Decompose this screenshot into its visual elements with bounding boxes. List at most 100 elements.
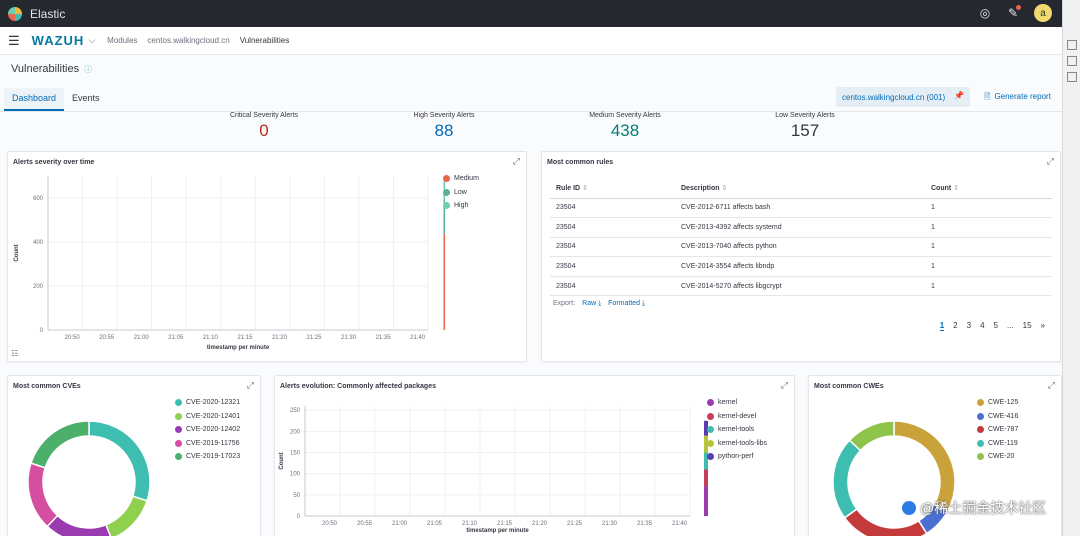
page-link[interactable]: 1	[939, 321, 945, 331]
legend-label: CWE-119	[988, 439, 1018, 447]
strip-icon[interactable]	[1067, 72, 1077, 82]
stat-value[interactable]: 88	[434, 121, 454, 140]
page-link[interactable]: 4	[980, 321, 985, 330]
legend-item[interactable]: Medium	[443, 175, 479, 182]
expand-icon[interactable]: ⤢	[1047, 380, 1055, 390]
legend-item[interactable]: CVE-2020-12321	[175, 399, 240, 406]
stat-critical: Critical Severity Alerts 0	[204, 112, 324, 141]
hamburger-menu-icon[interactable]: ☰	[8, 32, 20, 48]
expand-icon[interactable]: ⤢	[246, 380, 254, 390]
tab-bar: Dashboard Events	[4, 88, 108, 111]
legend-item[interactable]: CWE-416	[977, 412, 1018, 420]
table-row[interactable]: 23504 CVE-2014-3554 affects libndp 1	[550, 256, 1052, 277]
page-link[interactable]: ...	[1006, 321, 1014, 330]
legend-label: CVE-2019-11756	[186, 439, 240, 447]
stat-value[interactable]: 438	[610, 121, 640, 140]
legend-item[interactable]: CWE-125	[977, 399, 1018, 406]
table-row[interactable]: 23504 CVE-2012-6711 affects bash 1	[550, 198, 1052, 219]
bar-segment	[443, 233, 446, 330]
table-cell-count: 1	[925, 256, 1052, 277]
legend-item[interactable]: CWE-20	[977, 453, 1014, 460]
watermark: @稀土掘金技术社区	[902, 498, 1046, 518]
export-raw-link[interactable]: Raw ⤓	[582, 300, 601, 307]
column-label: Description	[681, 185, 720, 193]
stat-value[interactable]: 0	[259, 121, 269, 140]
legend-item[interactable]: python-perf	[707, 453, 753, 460]
legend-label: CWE-20	[988, 453, 1015, 460]
legend-label: CVE-2020-12321	[186, 399, 241, 406]
stat-value[interactable]: 157	[790, 121, 820, 140]
elastic-logo-icon[interactable]	[8, 6, 22, 21]
donut-slice	[27, 462, 59, 528]
table-row[interactable]: 23504 CVE-2014-5270 affects libgcrypt 1	[550, 276, 1052, 297]
expand-icon[interactable]: ⤢	[780, 380, 788, 390]
export-formatted-link[interactable]: Formatted ⤓	[608, 300, 645, 307]
legend-label: CWE-787	[988, 426, 1019, 433]
legend-swatch	[707, 399, 714, 406]
pin-icon[interactable]: 📌	[954, 91, 964, 100]
legend-item[interactable]: CVE-2019-17023	[175, 453, 240, 460]
legend-item[interactable]: High	[443, 202, 468, 209]
panel-most-common-rules: Most common rules ⤢ Rule ID ⇕ Description…	[541, 151, 1061, 362]
column-header-rule-id[interactable]: Rule ID ⇕	[550, 179, 675, 199]
y-axis-label: Count	[14, 244, 20, 261]
legend-item[interactable]: kernel-devel	[707, 412, 756, 420]
donut-slice	[30, 420, 90, 469]
expand-icon[interactable]: ⤢	[512, 156, 520, 166]
sort-icon[interactable]: ⇕	[721, 185, 728, 193]
x-tick-label: 21:05	[168, 335, 184, 341]
help-icon[interactable]: ◎	[979, 6, 991, 20]
legend-item[interactable]: kernel-tools-libs	[707, 439, 767, 447]
info-icon[interactable]: ⓘ	[84, 65, 93, 74]
bar-segment	[704, 452, 708, 470]
chevron-down-icon[interactable]: ⌵	[88, 35, 96, 45]
wazuh-logo[interactable]: WAZUH	[31, 33, 85, 48]
legend-item[interactable]: CVE-2020-12402	[175, 426, 240, 433]
top-bar-actions: ◎ ✎ a	[978, 4, 1052, 22]
column-header-description[interactable]: Description ⇕	[675, 179, 925, 199]
panel-title: Most common CWEs	[814, 383, 884, 390]
page-title: Vulnerabilities ⓘ	[11, 63, 92, 75]
y-tick-label: 100	[290, 472, 301, 478]
legend-item[interactable]: CWE-119	[977, 439, 1018, 447]
legend-item[interactable]: CVE-2020-12401	[175, 412, 240, 420]
page-link[interactable]: 3	[966, 321, 972, 330]
sort-icon[interactable]: ⇕	[953, 185, 960, 193]
x-tick-label: 21:35	[637, 521, 653, 527]
legend-item[interactable]: Low	[443, 188, 467, 196]
page-link[interactable]: 2	[953, 321, 958, 330]
tab-dashboard[interactable]: Dashboard	[4, 88, 65, 111]
page-link[interactable]: 5	[993, 321, 998, 330]
legend-item[interactable]: kernel-tools	[707, 426, 754, 433]
x-tick-label: 21:25	[306, 335, 322, 341]
generate-report-button[interactable]: 🗎 Generate report	[984, 91, 1051, 105]
legend-label: CVE-2020-12402	[186, 426, 241, 433]
donut-slice	[832, 439, 862, 519]
breadcrumb-modules[interactable]: Modules	[107, 36, 138, 45]
sort-icon[interactable]: ⇕	[582, 185, 588, 193]
legend-item[interactable]: CWE-787	[977, 426, 1018, 433]
strip-icon[interactable]	[1067, 56, 1077, 66]
column-header-count[interactable]: Count ⇕	[925, 179, 1052, 199]
table-row[interactable]: 23504 CVE-2013-4392 affects systemd 1	[550, 217, 1052, 238]
avatar[interactable]: a	[1034, 4, 1052, 22]
page-link[interactable]: 15	[1022, 321, 1032, 330]
y-tick-label: 400	[33, 240, 44, 246]
y-tick-label: 0	[40, 328, 44, 334]
legend-item[interactable]: CVE-2019-11756	[175, 439, 240, 447]
download-icon: ⤓	[598, 300, 602, 307]
expand-icon[interactable]: ⤢	[1046, 156, 1054, 166]
page-link[interactable]: »	[1040, 321, 1045, 330]
legend-toggle-icon[interactable]: ☷	[11, 349, 19, 358]
y-tick-label: 250	[290, 408, 301, 414]
legend-item[interactable]: kernel	[707, 399, 737, 406]
tab-events[interactable]: Events	[72, 93, 100, 103]
panel-alerts-severity: Alerts severity over time ⤢ 0 200 400 600 20…	[7, 151, 527, 362]
newsfeed-icon[interactable]: ✎	[1006, 5, 1021, 20]
strip-icon[interactable]	[1067, 40, 1077, 50]
agent-selector[interactable]: centos.walkingcloud.cn (001) 📌	[836, 87, 970, 107]
stat-medium: Medium Severity Alerts 438	[565, 112, 685, 141]
x-tick-label: 21:30	[341, 335, 357, 341]
table-row[interactable]: 23504 CVE-2013-7040 affects python 1	[550, 237, 1052, 258]
breadcrumb-agent[interactable]: centos.walkingcloud.cn	[147, 36, 230, 45]
